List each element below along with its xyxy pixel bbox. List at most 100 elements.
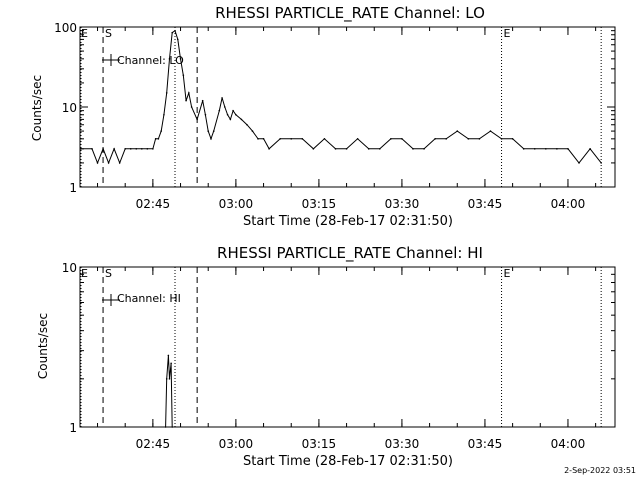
lo-plot-frame [79, 26, 616, 188]
hi-marker-label: E [504, 267, 511, 280]
hi-chart-title: RHESSI PARTICLE_RATE Channel: HI [217, 244, 483, 263]
lo-data-point [168, 58, 171, 60]
lo-data-point [301, 138, 304, 140]
lo-data-point [146, 148, 149, 150]
hi-data-point [167, 354, 170, 357]
lo-marker-label: E [504, 27, 511, 40]
lo-y-axis-label: Counts/sec [30, 75, 44, 141]
lo-data-point [312, 148, 315, 150]
lo-data-point [467, 138, 470, 140]
hi-y-axis-label: Counts/sec [36, 313, 50, 379]
lo-series-line [80, 29, 602, 165]
lo-x-tick-label: 02:45 [136, 197, 171, 211]
hi-x-tick-label: 03:30 [385, 437, 420, 451]
lo-data-point [434, 138, 436, 140]
lo-data-point [232, 109, 234, 112]
lo-data-point [556, 148, 558, 150]
hi-x-tick-label: 03:45 [468, 437, 503, 451]
lo-data-point [412, 148, 414, 150]
lo-data-point [390, 138, 392, 140]
lo-data-point [240, 118, 243, 121]
lo-data-point [96, 162, 99, 164]
lo-data-point [129, 148, 132, 150]
lo-data-point [578, 162, 580, 164]
lo-data-point [218, 109, 221, 112]
lo-x-tick-label: 03:15 [302, 197, 337, 211]
lo-x-tick-label: 03:30 [385, 197, 420, 211]
hi-data-point [168, 378, 171, 380]
lo-data-point [179, 58, 182, 60]
lo-y-tick-label: 1 [69, 181, 77, 195]
hi-x-tick-label: 04:00 [551, 437, 586, 451]
hi-data-point [165, 378, 168, 380]
hi-marker-label: S [105, 267, 112, 280]
lo-data-point [489, 130, 492, 132]
lo-data-point [124, 148, 126, 150]
lo-data-point [545, 148, 547, 150]
lo-data-point [196, 118, 198, 121]
lo-data-point [210, 138, 212, 140]
lo-data-point [251, 130, 254, 132]
lo-data-point [160, 130, 162, 132]
lo-marker-label: S [105, 27, 112, 40]
lo-data-point [113, 148, 115, 150]
hi-data-point [164, 426, 167, 428]
lo-x-tick-label: 03:00 [219, 197, 254, 211]
hi-channel-panel: RHESSI PARTICLE_RATE Channel: HI Counts/… [36, 244, 616, 469]
hi-x-tick-label: 02:45 [136, 437, 171, 451]
lo-data-point [600, 162, 602, 164]
lo-data-point [246, 123, 248, 126]
hi-series-line [165, 355, 173, 428]
lo-data-point [182, 74, 185, 76]
hi-marker-label: E [81, 267, 88, 280]
hi-y-tick-label: 1 [69, 421, 77, 435]
lo-data-point [533, 148, 536, 150]
lo-data-point [91, 148, 93, 150]
lo-data-point [235, 113, 237, 116]
lo-data-point [185, 99, 187, 102]
lo-data-point [171, 31, 174, 34]
lo-data-point [423, 148, 425, 150]
lo-data-point [378, 148, 381, 150]
footer-date: 2-Sep-2022 03:51 [564, 466, 636, 475]
hi-data-point [171, 426, 174, 428]
lo-data-point [356, 138, 359, 140]
lo-data-point [367, 148, 370, 150]
lo-data-point [268, 148, 270, 150]
lo-data-point [174, 29, 176, 32]
lo-data-point [445, 138, 447, 140]
lo-channel-panel: RHESSI PARTICLE_RATE Channel: LO Counts/… [30, 4, 616, 229]
lo-data-point [152, 148, 154, 150]
lo-data-point [345, 148, 348, 150]
lo-data-point [135, 148, 138, 150]
hi-legend-label: Channel: HI [117, 292, 181, 305]
lo-data-point [262, 138, 265, 140]
hi-x-tick-label: 03:00 [219, 437, 254, 451]
hi-x-axis-label: Start Time (28-Feb-17 02:31:50) [243, 454, 453, 469]
lo-marker-label: E [81, 27, 88, 40]
lo-data-point [229, 118, 232, 121]
lo-data-point [102, 148, 104, 150]
lo-data-point [401, 138, 403, 140]
lo-data-point [80, 148, 82, 150]
hi-plot-frame [79, 266, 616, 428]
lo-chart-title: RHESSI PARTICLE_RATE Channel: LO [215, 4, 485, 23]
lo-data-point [154, 138, 157, 140]
hi-y-tick-label: 10 [62, 261, 77, 275]
lo-y-tick-label: 10 [62, 101, 77, 115]
lo-data-point [478, 138, 481, 140]
lo-data-point [165, 92, 168, 94]
lo-data-point [334, 148, 337, 150]
hi-x-tick-label: 03:15 [302, 437, 337, 451]
lo-data-point [221, 97, 223, 99]
lo-x-tick-label: 04:00 [551, 197, 586, 211]
lo-x-axis-label: Start Time (28-Feb-17 02:31:50) [243, 214, 453, 229]
lo-data-point [224, 106, 226, 108]
lo-x-tick-label: 03:45 [468, 197, 503, 211]
lo-data-point [201, 99, 204, 102]
lo-data-point [157, 138, 160, 140]
lo-data-point [207, 130, 210, 132]
lo-data-point [456, 130, 459, 132]
lo-data-point [279, 138, 281, 140]
